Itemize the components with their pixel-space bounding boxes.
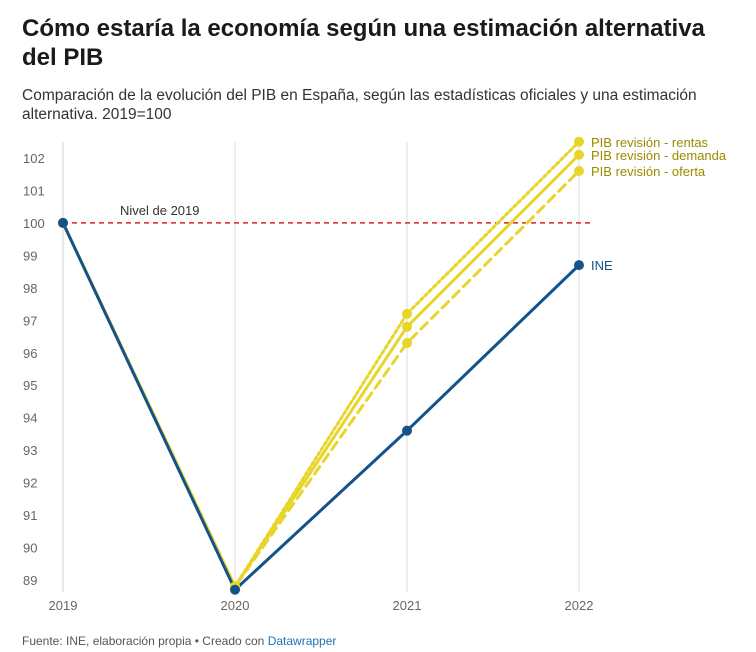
data-point xyxy=(402,308,412,319)
y-tick-label: 93 xyxy=(23,443,37,458)
y-tick-label: 98 xyxy=(23,281,37,296)
footer: Fuente: INE, elaboración propia • Creado… xyxy=(22,634,336,648)
chart-title: Cómo estaría la economía según una estim… xyxy=(22,15,705,71)
y-tick-label: 92 xyxy=(23,476,37,491)
y-tick-label: 95 xyxy=(23,378,37,393)
x-tick-label: 2022 xyxy=(565,598,594,613)
data-point xyxy=(402,425,412,436)
y-tick-label: 90 xyxy=(23,541,37,556)
x-tick-label: 2021 xyxy=(393,598,422,613)
data-point xyxy=(574,260,584,271)
y-axis-ticks: 89 90 91 92 93 94 95 96 97 98 99 100 101 102 xyxy=(23,151,45,588)
y-tick-label: 91 xyxy=(23,508,37,523)
y-tick-label: 94 xyxy=(23,411,37,426)
y-tick-label: 89 xyxy=(23,573,37,588)
footer-source: Fuente: INE, elaboración propia • Creado… xyxy=(22,634,268,648)
y-tick-label: 99 xyxy=(23,248,37,263)
data-point xyxy=(402,321,412,332)
x-axis-ticks: 2019 2020 2021 2022 xyxy=(49,598,594,613)
series-label: PIB revisión - rentas xyxy=(591,135,709,150)
series-line xyxy=(61,221,581,592)
series-label: PIB revisión - oferta xyxy=(591,164,706,179)
grid-lines xyxy=(62,142,580,592)
series-lines xyxy=(61,140,581,592)
data-point xyxy=(574,136,584,147)
data-point xyxy=(402,338,412,349)
series-label: INE xyxy=(591,258,613,273)
data-point xyxy=(58,217,68,228)
y-tick-label: 100 xyxy=(23,216,45,231)
data-point xyxy=(574,149,584,160)
data-point xyxy=(574,165,584,176)
chart-subtitle: Comparación de la evolución del PIB en E… xyxy=(22,87,697,123)
series-points xyxy=(58,136,584,595)
y-tick-label: 96 xyxy=(23,346,37,361)
y-tick-label: 101 xyxy=(23,183,45,198)
footer-brand-link[interactable]: Datawrapper xyxy=(267,634,337,648)
y-tick-label: 102 xyxy=(23,151,45,166)
reference-line-group: Nivel de 2019 xyxy=(63,203,592,224)
x-tick-label: 2020 xyxy=(221,598,250,613)
series-label: PIB revisión - demanda xyxy=(591,148,727,163)
y-tick-label: 97 xyxy=(23,313,37,328)
data-point xyxy=(230,584,240,595)
reference-line-label: Nivel de 2019 xyxy=(120,203,200,218)
x-tick-label: 2019 xyxy=(49,598,78,613)
